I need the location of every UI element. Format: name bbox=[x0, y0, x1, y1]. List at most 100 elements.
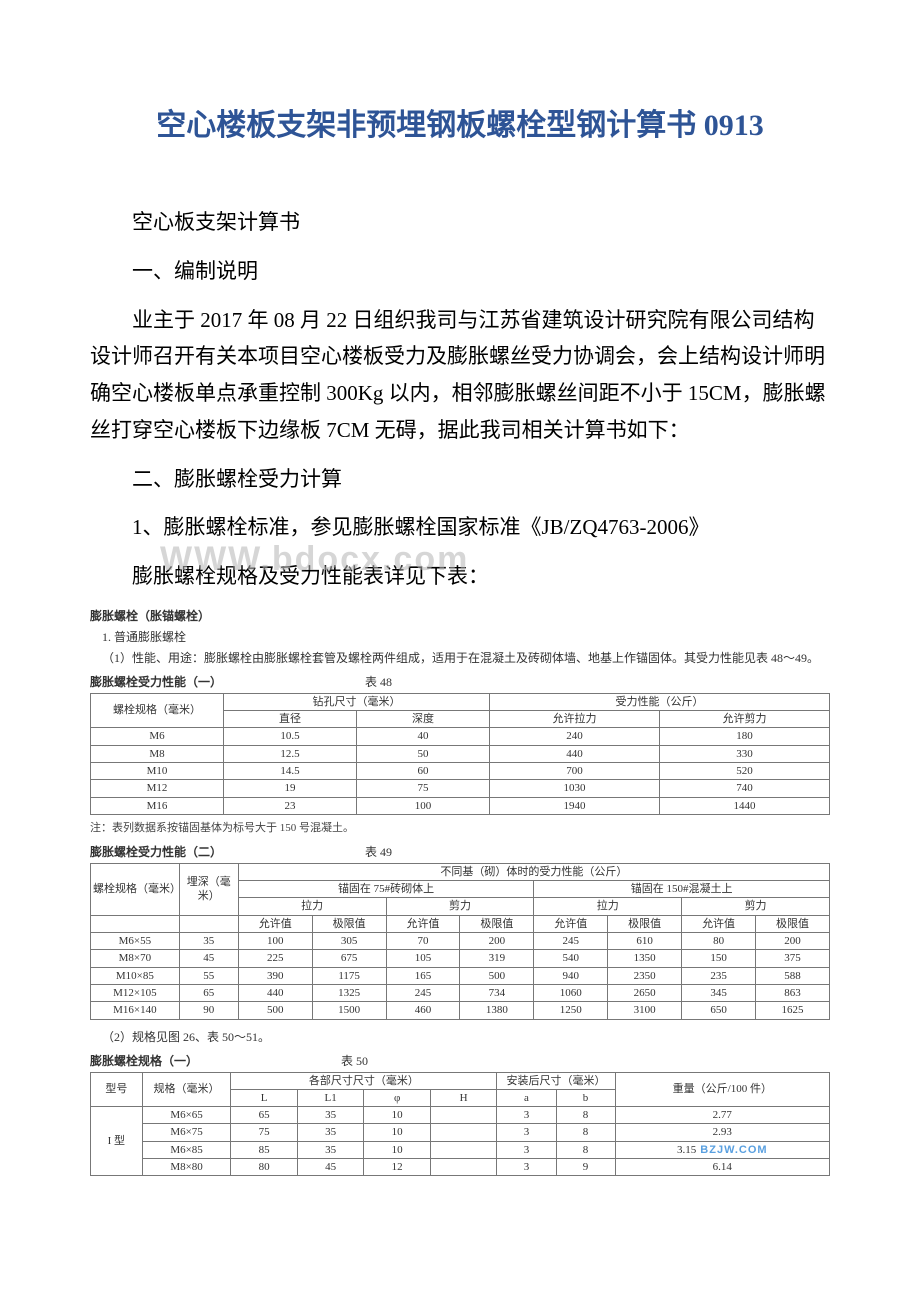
table-cell: 245 bbox=[534, 933, 608, 950]
table-cell: 1175 bbox=[312, 967, 386, 984]
table-row: M6×75753510382.93 bbox=[91, 1124, 830, 1141]
table-row: M1219751030740 bbox=[91, 780, 830, 797]
table-48-footnote: 注：表列数据系按锚固基体为标号大于 150 号混凝土。 bbox=[90, 819, 830, 835]
table-cell: 610 bbox=[608, 933, 682, 950]
table-row: M6×55351003057020024561080200 bbox=[91, 933, 830, 950]
table-cell: 35 bbox=[297, 1124, 364, 1141]
table-cell: 330 bbox=[660, 745, 830, 762]
block-desc-1: （1）性能、用途：膨胀螺栓由膨胀螺栓套管及螺栓两件组成，适用于在混凝土及砖砌体墙… bbox=[102, 649, 830, 667]
table-row: 螺栓规格（毫米） 钻孔尺寸（毫米） 受力性能（公斤） bbox=[91, 693, 830, 710]
table-cell: 345 bbox=[682, 984, 756, 1001]
table-row: M610.540240180 bbox=[91, 728, 830, 745]
table-cell: 9 bbox=[556, 1158, 615, 1175]
table-cell: M8 bbox=[91, 745, 224, 762]
table-cell: 390 bbox=[238, 967, 312, 984]
table-cell: 80 bbox=[231, 1158, 298, 1175]
table-48-title: 膨胀螺栓受力性能（一） bbox=[90, 675, 222, 689]
th-install: 安装后尺寸（毫米） bbox=[497, 1072, 615, 1089]
table-cell: 1440 bbox=[660, 797, 830, 814]
table-cell: 19 bbox=[224, 780, 357, 797]
table-cell: 90 bbox=[179, 1002, 238, 1019]
table-cell bbox=[430, 1107, 497, 1124]
table-cell: 650 bbox=[682, 1002, 756, 1019]
table-cell: M10×85 bbox=[91, 967, 180, 984]
table-cell: M12×105 bbox=[91, 984, 180, 1001]
table-cell: M12 bbox=[91, 780, 224, 797]
table-row: M162310019401440 bbox=[91, 797, 830, 814]
th-allow: 允许值 bbox=[682, 915, 756, 932]
table-cell: 675 bbox=[312, 950, 386, 967]
th-H: H bbox=[430, 1089, 497, 1106]
th-pull: 拉力 bbox=[238, 898, 386, 915]
table-cell bbox=[430, 1124, 497, 1141]
table-cell: 10 bbox=[364, 1107, 431, 1124]
th-shear: 允许剪力 bbox=[660, 711, 830, 728]
table-row: 型号 规格（毫米） 各部尺寸尺寸（毫米） 安装后尺寸（毫米） 重量（公斤/100… bbox=[91, 1072, 830, 1089]
th-dims: 各部尺寸尺寸（毫米） bbox=[231, 1072, 497, 1089]
table-cell: 500 bbox=[460, 967, 534, 984]
table-cell: M6 bbox=[91, 728, 224, 745]
table-cell: 105 bbox=[386, 950, 460, 967]
table-cell: 45 bbox=[297, 1158, 364, 1175]
table-cell: M8×70 bbox=[91, 950, 180, 967]
table-cell: 8 bbox=[556, 1124, 615, 1141]
table-cell: 10.5 bbox=[224, 728, 357, 745]
table-48-caption: 膨胀螺栓受力性能（一） 表 48 bbox=[90, 673, 830, 690]
table-cell: M6×75 bbox=[142, 1124, 231, 1141]
table-cell: 3 bbox=[497, 1158, 556, 1175]
table-cell: 1350 bbox=[608, 950, 682, 967]
table-cell: M16×140 bbox=[91, 1002, 180, 1019]
table-cell: 305 bbox=[312, 933, 386, 950]
table-cell: 588 bbox=[756, 967, 830, 984]
th-dia: 直径 bbox=[224, 711, 357, 728]
table-cell: 225 bbox=[238, 950, 312, 967]
table-cell: 740 bbox=[660, 780, 830, 797]
paragraph-subtitle: 空心板支架计算书 bbox=[90, 204, 830, 241]
table-cell: 6.14 bbox=[615, 1158, 829, 1175]
table-cell: 8 bbox=[556, 1141, 615, 1158]
table-row: M10×855539011751655009402350235588 bbox=[91, 967, 830, 984]
table-cell: 1940 bbox=[490, 797, 660, 814]
section-heading-1: 一、编制说明 bbox=[90, 253, 830, 290]
section-heading-2: 二、膨胀螺栓受力计算 bbox=[90, 461, 830, 498]
th-limit: 极限值 bbox=[608, 915, 682, 932]
th-spec: 规格（毫米） bbox=[142, 1072, 231, 1107]
th-blank bbox=[179, 915, 238, 932]
table-cell: 1625 bbox=[756, 1002, 830, 1019]
th-top: 不同基（砌）体时的受力性能（公斤） bbox=[238, 863, 829, 880]
th-L1: L1 bbox=[297, 1089, 364, 1106]
table-cell: 150 bbox=[682, 950, 756, 967]
block-desc-2: （2）规格见图 26、表 50～51。 bbox=[102, 1028, 830, 1046]
document-title: 空心楼板支架非预埋钢板螺栓型钢计算书 0913 bbox=[90, 100, 830, 144]
table-cell: 55 bbox=[179, 967, 238, 984]
th-type: 型号 bbox=[91, 1072, 143, 1107]
table-cell: 940 bbox=[534, 967, 608, 984]
table-row: M1014.560700520 bbox=[91, 762, 830, 779]
table-cell: 35 bbox=[297, 1107, 364, 1124]
table-cell: 240 bbox=[490, 728, 660, 745]
table-cell: 12.5 bbox=[224, 745, 357, 762]
table-cell: 319 bbox=[460, 950, 534, 967]
table-49-number: 表 49 bbox=[365, 845, 392, 859]
th-brick: 锚固在 75#砖砌体上 bbox=[238, 881, 534, 898]
table-row: M6×85853510383.15 BZJW.COM bbox=[91, 1141, 830, 1158]
table-cell: 200 bbox=[460, 933, 534, 950]
table-48: 螺栓规格（毫米） 钻孔尺寸（毫米） 受力性能（公斤） 直径 深度 允许拉力 允许… bbox=[90, 693, 830, 815]
table-cell: 1030 bbox=[490, 780, 660, 797]
table-cell: 700 bbox=[490, 762, 660, 779]
block-heading: 膨胀螺栓（胀锚螺栓） bbox=[90, 607, 830, 624]
table-cell: 200 bbox=[756, 933, 830, 950]
th-pull: 允许拉力 bbox=[490, 711, 660, 728]
table-cell: 12 bbox=[364, 1158, 431, 1175]
table-cell: 1500 bbox=[312, 1002, 386, 1019]
table-50-title: 膨胀螺栓规格（一） bbox=[90, 1054, 198, 1068]
table-50-caption: 膨胀螺栓规格（一） 表 50 bbox=[90, 1052, 830, 1069]
th-limit: 极限值 bbox=[756, 915, 830, 932]
table-cell: 2650 bbox=[608, 984, 682, 1001]
th-shear: 剪力 bbox=[386, 898, 534, 915]
table-cell: 3 bbox=[497, 1107, 556, 1124]
table-cell: M10 bbox=[91, 762, 224, 779]
paragraph-body-1: 业主于 2017 年 08 月 22 日组织我司与江苏省建筑设计研究院有限公司结… bbox=[90, 302, 830, 449]
table-cell: 70 bbox=[386, 933, 460, 950]
table-50-number: 表 50 bbox=[341, 1054, 368, 1068]
